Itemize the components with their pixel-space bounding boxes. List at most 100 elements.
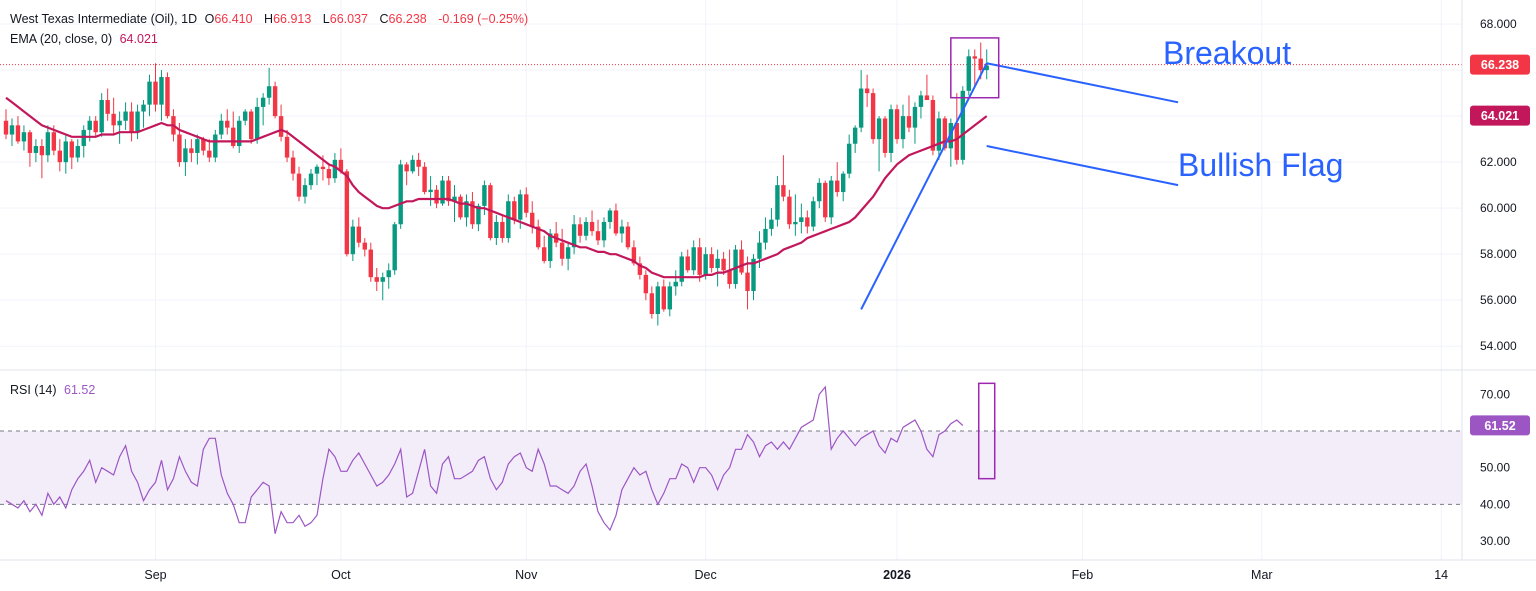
ema-legend-label: EMA (20, close, 0)	[10, 32, 113, 46]
candle	[888, 109, 894, 153]
candle	[787, 196, 792, 225]
candle	[565, 247, 571, 259]
close-label: C	[379, 12, 389, 26]
low-value: 66.037	[329, 12, 368, 26]
symbol-name: West Texas Intermediate (Oil), 1D	[10, 12, 198, 26]
candle	[745, 272, 750, 291]
candle	[75, 146, 80, 158]
candle	[404, 164, 409, 172]
candle	[260, 97, 266, 107]
last-price-badge	[1470, 54, 1530, 75]
candle	[769, 219, 774, 229]
candle	[775, 185, 780, 220]
last-price-badge-text: 66.238	[1481, 58, 1519, 72]
candle	[266, 86, 272, 98]
candle	[500, 221, 505, 239]
flag-upper-line	[986, 62, 1179, 104]
candle	[691, 247, 696, 271]
candle	[589, 221, 595, 232]
candle	[248, 111, 254, 140]
candle	[21, 132, 27, 142]
ema-badge-text: 64.021	[1481, 109, 1519, 123]
candle	[715, 258, 720, 268]
candle	[559, 242, 565, 259]
candle	[697, 247, 702, 275]
candle	[524, 194, 529, 213]
price-tick-label: 58.000	[1480, 247, 1517, 261]
candle	[219, 120, 224, 135]
candle	[434, 189, 439, 204]
candle	[823, 182, 828, 218]
candle	[882, 118, 888, 153]
candle	[392, 224, 397, 271]
candle	[177, 134, 182, 163]
ema-legend: EMA (20, close, 0) 64.021	[10, 32, 162, 46]
candle	[165, 77, 170, 117]
candle	[380, 277, 385, 282]
candle	[398, 164, 403, 225]
time-tick-label: Sep	[144, 568, 166, 582]
candle	[159, 77, 164, 105]
candle	[793, 221, 798, 225]
candle	[117, 120, 122, 126]
candle	[45, 132, 51, 156]
candle	[757, 242, 762, 259]
candle	[284, 136, 290, 158]
candle	[464, 201, 469, 218]
time-tick-label: Nov	[515, 568, 538, 582]
candle	[63, 141, 68, 163]
candle	[374, 277, 379, 282]
candle	[637, 263, 643, 275]
candle	[254, 106, 260, 140]
candle	[51, 132, 57, 151]
breakout-box	[950, 37, 1000, 99]
price-tick-label: 60.000	[1480, 201, 1517, 215]
time-tick-label: 14	[1434, 568, 1448, 582]
candle	[446, 180, 451, 202]
candle	[3, 120, 9, 135]
candle	[751, 258, 756, 291]
candle	[547, 233, 553, 262]
price-tick-label: 62.000	[1480, 155, 1517, 169]
time-tick-label: Dec	[695, 568, 717, 582]
ema-line	[5, 96, 988, 279]
candle	[272, 86, 278, 117]
candle	[93, 120, 98, 133]
high-value: 66.913	[273, 12, 312, 26]
candle	[727, 270, 732, 285]
candle	[338, 159, 344, 172]
candle	[344, 171, 350, 255]
candle	[428, 189, 433, 193]
candle	[296, 173, 302, 197]
candle	[290, 157, 296, 174]
candle	[733, 249, 738, 285]
candle	[721, 258, 726, 271]
candle	[302, 185, 308, 197]
rsi-legend-value: 61.52	[64, 383, 96, 397]
candle	[858, 88, 864, 128]
candle	[900, 116, 906, 140]
candle	[954, 123, 960, 160]
bullish-flag-label: Bullish Flag	[1178, 147, 1343, 183]
candle	[870, 93, 876, 140]
candle	[512, 201, 517, 220]
candle	[619, 226, 625, 234]
candle	[607, 210, 613, 222]
candle	[135, 111, 140, 133]
candle	[918, 95, 924, 107]
candle	[482, 185, 487, 206]
candle	[595, 231, 601, 241]
candle	[577, 224, 583, 236]
open-label: O	[204, 12, 215, 26]
candle	[673, 281, 678, 287]
candle	[308, 173, 314, 186]
candle	[530, 212, 535, 227]
candle	[81, 129, 86, 147]
candle	[201, 139, 206, 151]
candle	[518, 194, 523, 220]
price-tick-label: 54.000	[1480, 339, 1517, 353]
candle	[625, 226, 631, 248]
price-tick-label: 56.000	[1480, 293, 1517, 307]
candle	[817, 182, 822, 202]
